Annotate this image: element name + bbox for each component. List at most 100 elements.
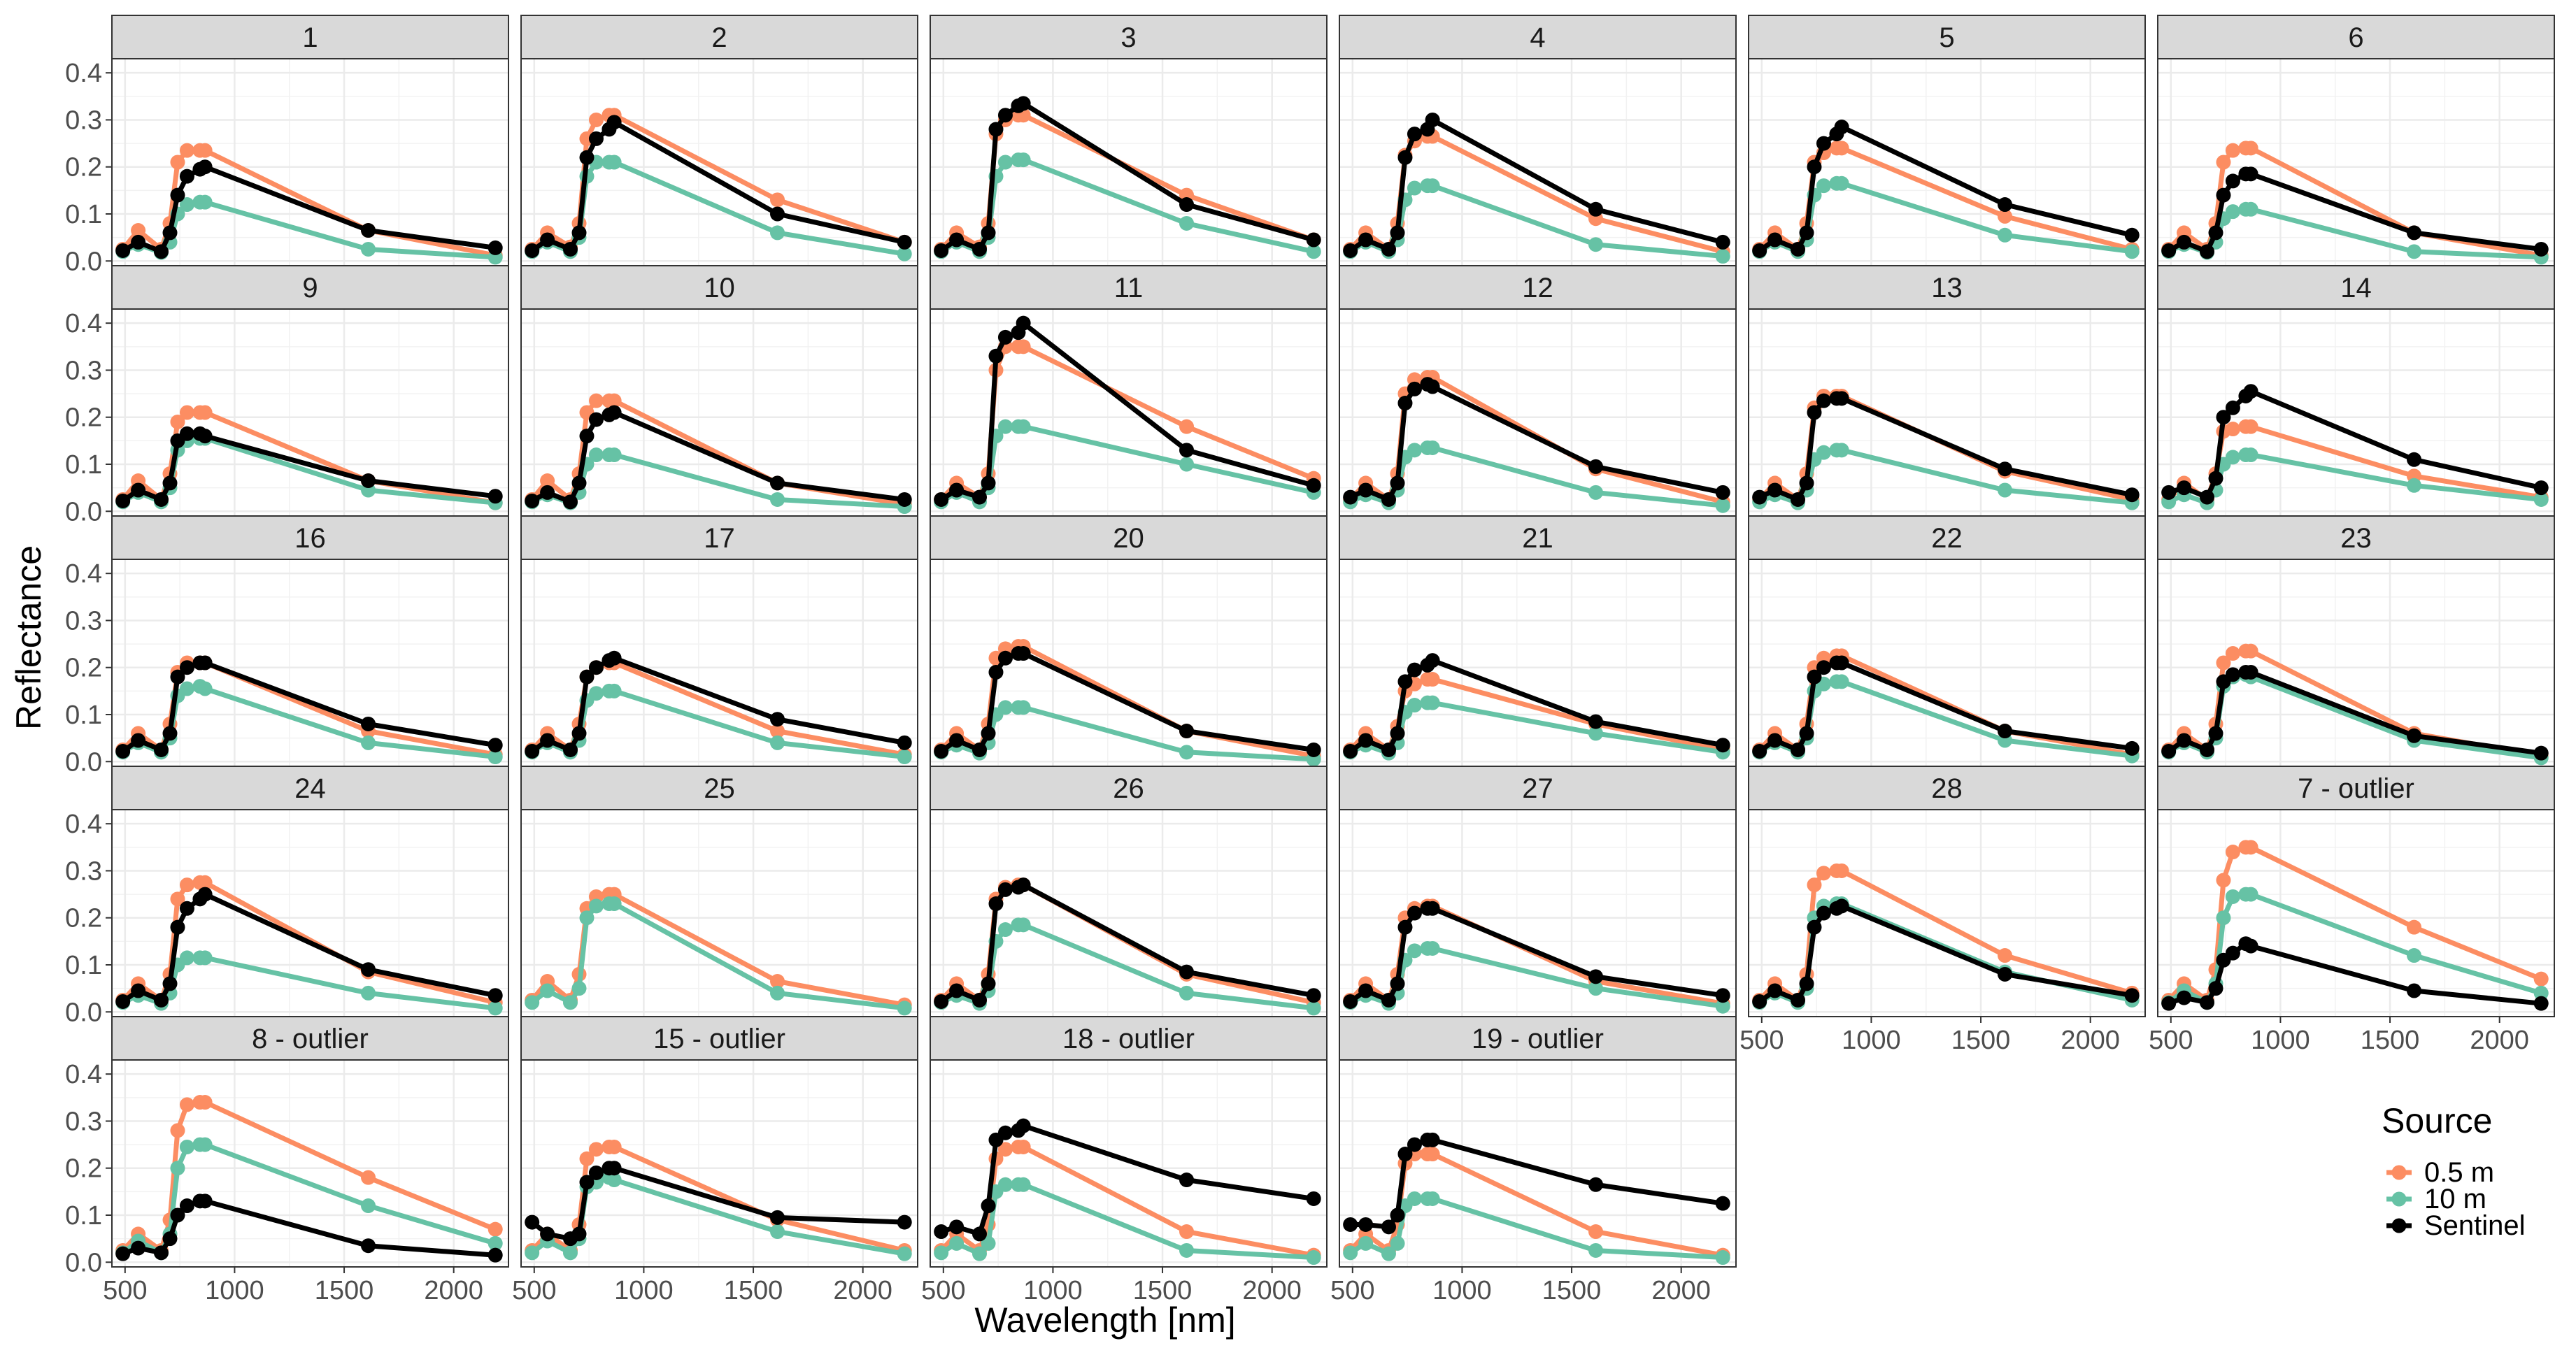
y-tick-label: 0.1 <box>65 951 102 980</box>
facet-strip <box>111 265 509 310</box>
data-point <box>1397 919 1413 935</box>
data-point <box>562 494 578 510</box>
data-point <box>1715 1250 1730 1266</box>
data-point <box>1715 988 1730 1003</box>
data-point <box>170 1207 185 1223</box>
data-point <box>1425 672 1440 687</box>
series-line <box>2166 171 2544 254</box>
data-point <box>2199 995 2214 1010</box>
data-point <box>131 482 146 498</box>
data-point <box>1390 475 1405 491</box>
data-point <box>2161 743 2177 759</box>
data-point <box>1588 981 1604 996</box>
data-point <box>606 405 622 420</box>
data-point <box>2407 225 2422 241</box>
data-point <box>1807 877 1822 893</box>
legend-label: 10 m <box>2424 1184 2486 1214</box>
data-point <box>1179 1173 1195 1188</box>
series-line <box>120 891 498 1004</box>
data-point <box>2533 241 2549 257</box>
data-point <box>153 244 169 259</box>
data-point <box>1179 443 1195 458</box>
x-tick-label: 500 <box>1330 1276 1374 1305</box>
data-point <box>562 995 578 1010</box>
data-point <box>1397 1147 1413 1162</box>
data-point <box>579 1175 595 1190</box>
panel-border <box>111 1059 509 1268</box>
facet-strip <box>1339 1016 1737 1061</box>
data-point <box>606 393 622 408</box>
y-tick-label: 0.4 <box>65 810 102 839</box>
data-point <box>2199 244 2214 259</box>
facet-panel: 21 <box>1339 515 1737 767</box>
data-point <box>179 1139 194 1154</box>
data-point <box>2161 243 2177 258</box>
data-point <box>1834 443 1849 458</box>
data-point <box>1390 726 1405 741</box>
facet-panel: 25 <box>520 766 918 1017</box>
facet-panel: 12 <box>1339 265 1737 517</box>
data-point <box>1752 994 1767 1009</box>
facet-strip-label: 28 <box>1931 773 1963 804</box>
data-point <box>1834 175 1849 191</box>
data-point <box>997 1125 1013 1140</box>
data-point <box>1816 445 1831 460</box>
x-tick-label: 1500 <box>315 1276 374 1305</box>
legend-item: Sentinel <box>2386 1210 2526 1241</box>
data-point <box>525 1214 540 1230</box>
data-point <box>972 489 987 505</box>
data-point <box>1790 992 1805 1008</box>
data-point <box>2199 489 2214 505</box>
data-point <box>1407 1137 1422 1152</box>
data-point <box>2177 234 2192 250</box>
data-point <box>1588 485 1604 500</box>
data-point <box>1816 178 1831 194</box>
data-point <box>2243 938 2258 954</box>
data-point <box>997 419 1013 434</box>
data-point <box>361 735 376 750</box>
series-line <box>1348 905 1725 1004</box>
data-point <box>488 1221 503 1237</box>
legend-key-point <box>2391 1218 2407 1233</box>
series-line <box>2166 891 2544 1005</box>
data-point <box>197 429 213 444</box>
data-point <box>2533 996 2549 1011</box>
data-point <box>2208 726 2223 741</box>
data-point <box>770 985 785 1001</box>
data-point <box>1807 159 1822 175</box>
x-tick-label: 1500 <box>1542 1276 1602 1305</box>
series-line <box>120 880 498 1005</box>
data-point <box>1588 714 1604 729</box>
data-point <box>897 735 912 750</box>
data-point <box>997 329 1013 345</box>
data-point <box>197 1095 213 1110</box>
data-point <box>1790 241 1805 257</box>
facet-panel: 9 0.0 0.1 0.2 0.3 0.4 <box>65 265 509 526</box>
data-point <box>179 660 194 675</box>
data-point <box>488 1001 503 1016</box>
y-tick-label: 0.3 <box>65 356 102 385</box>
plot-area <box>930 59 1327 266</box>
y-tick-label: 0.2 <box>65 153 102 182</box>
data-point <box>1358 733 1374 748</box>
data-point <box>197 405 213 420</box>
data-point <box>579 669 595 684</box>
data-point <box>115 243 131 258</box>
data-point <box>1016 917 1031 933</box>
data-point <box>488 489 503 504</box>
data-point <box>153 1245 169 1261</box>
data-point <box>1016 1139 1031 1154</box>
plot-area <box>112 559 508 766</box>
data-point <box>131 223 146 238</box>
data-point <box>170 669 185 684</box>
series-line <box>939 651 1316 754</box>
facet-strip <box>1748 265 2146 310</box>
data-point <box>1381 1219 1396 1235</box>
facet-strip-label: 22 <box>1931 523 1963 554</box>
series-line <box>939 882 1316 1004</box>
data-point <box>179 143 194 158</box>
data-point <box>562 1245 578 1261</box>
data-point <box>2533 985 2549 1001</box>
data-point <box>197 1193 213 1209</box>
data-point <box>1343 743 1358 759</box>
